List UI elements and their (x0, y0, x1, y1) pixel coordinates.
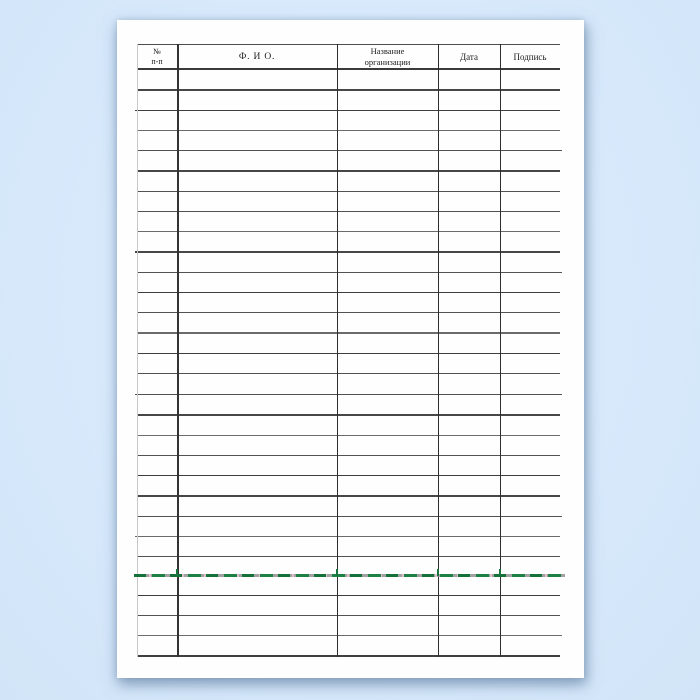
header-label-organization-line2: организации (364, 56, 411, 67)
header-cell-full-name: Ф. И О. (177, 45, 337, 68)
header-cell-date: Дата (438, 45, 500, 68)
table-row (137, 596, 560, 616)
table-header-row: № п-п Ф. И О. Название организации Дата … (137, 44, 560, 70)
table-row (137, 476, 560, 497)
header-label-number-line2: п-п (151, 56, 163, 66)
scan-artifact-tick (176, 568, 178, 576)
table-row (135, 232, 560, 254)
table-row (137, 334, 560, 355)
header-cell-signature: Подпись (500, 45, 560, 68)
table-row (137, 70, 560, 92)
table-row (137, 416, 560, 436)
table-row (135, 91, 560, 112)
table-row (137, 212, 560, 233)
table-row (137, 395, 560, 416)
column-divider-name (337, 44, 338, 657)
scan-artifact-tick (437, 568, 439, 576)
header-label-signature: Подпись (513, 51, 547, 62)
document-page: № п-п Ф. И О. Название организации Дата … (117, 20, 584, 678)
table-row (137, 131, 562, 152)
table-row (137, 537, 560, 557)
table-row (137, 636, 560, 657)
header-label-full-name: Ф. И О. (238, 51, 276, 62)
table-left-border-line (137, 44, 138, 657)
table-row (137, 456, 560, 476)
signature-table: № п-п Ф. И О. Название организации Дата … (134, 44, 565, 657)
table-row (137, 253, 562, 274)
column-divider-number (177, 44, 179, 657)
table-row (137, 172, 560, 193)
table-row (137, 293, 560, 314)
header-label-date: Дата (460, 51, 478, 62)
table-body (134, 70, 565, 657)
header-cell-number: № п-п (137, 45, 177, 68)
header-label-number-line1: № (153, 46, 161, 56)
table-row (137, 151, 560, 173)
table-row (137, 313, 560, 335)
header-label-organization-line1: Название (370, 46, 405, 56)
table-row (135, 517, 560, 537)
table-row (137, 192, 560, 213)
table-row (137, 111, 560, 132)
column-divider-organization (438, 44, 439, 657)
scan-artifact-line (134, 573, 565, 577)
column-divider-date (500, 44, 501, 657)
table-row (137, 497, 562, 517)
table-row (137, 436, 560, 456)
table-row (135, 374, 562, 395)
table-row (137, 576, 560, 596)
table-row (137, 354, 560, 375)
header-cell-organization: Название организации (337, 45, 438, 68)
table-row (137, 616, 562, 636)
scan-artifact-tick (336, 568, 338, 576)
scan-artifact-tick (499, 568, 501, 576)
table-row (137, 273, 560, 294)
table-row (134, 557, 565, 577)
